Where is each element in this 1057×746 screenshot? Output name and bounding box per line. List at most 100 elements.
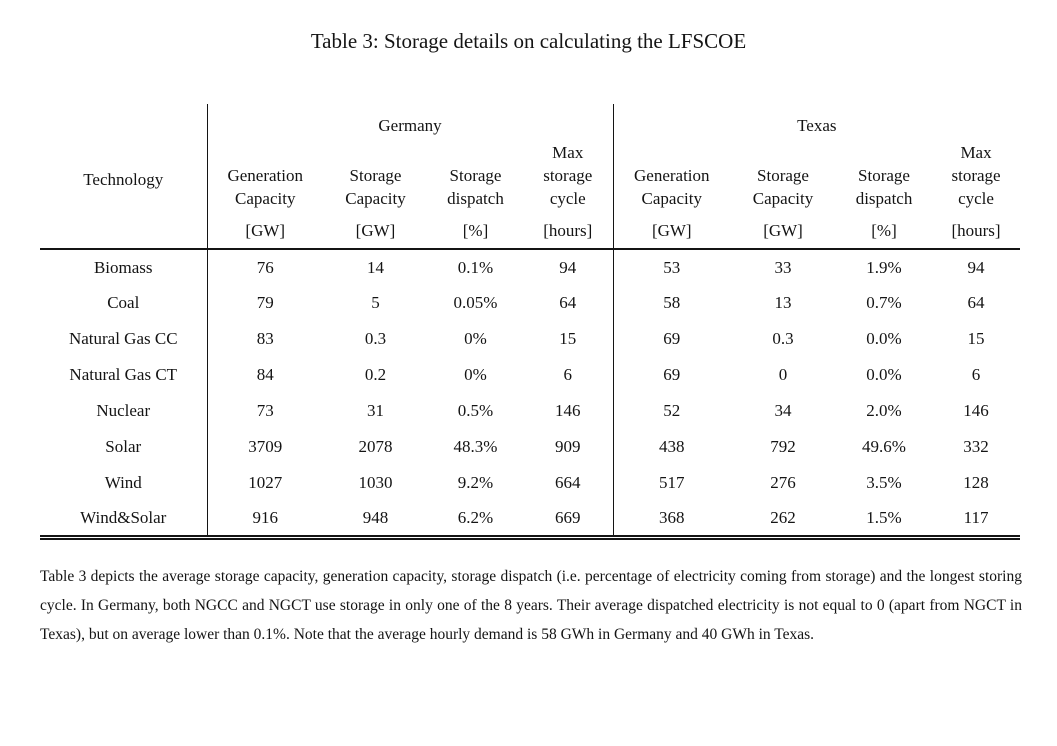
texas-storage-dispatch-cell: 0.0% [866, 329, 902, 348]
texas-max-storage-cycle-cell: 128 [963, 473, 989, 492]
texas-group-header: Texas [797, 115, 837, 135]
table-row-solar: Solar 3709 2078 48.3% 909 438 792 49.6% … [40, 429, 1020, 465]
texas-generation-capacity-cell: 58 [663, 293, 681, 312]
texas-storage-capacity-cell: 0.3 [772, 329, 794, 348]
texas-generation-capacity-cell: 69 [663, 329, 681, 348]
texas-storage-capacity-cell: 0 [778, 365, 788, 384]
germany-generation-capacity-cell: 83 [256, 329, 274, 348]
germany-max-storage-cycle-cell: 909 [523, 429, 614, 465]
germany-max-storage-cycle-cell: 146 [523, 393, 614, 429]
texas-generation-capacity-cell: 517 [659, 473, 685, 492]
germany-storage-dispatch-cell: 6.2% [428, 501, 523, 540]
germany-max-storage-cycle-cell: 15 [523, 321, 614, 357]
germany-storage-dispatch-unit: [%] [428, 213, 523, 250]
texas-storage-dispatch-cell: 0.0% [866, 365, 902, 384]
technology-cell: Biomass [40, 249, 208, 285]
germany-storage-capacity-cell: 14 [367, 257, 384, 277]
texas-max-storage-cycle-header: Max storage cycle [951, 143, 1001, 208]
texas-max-storage-cycle-cell: 64 [967, 293, 985, 312]
germany-generation-capacity-unit: [GW] [207, 213, 323, 250]
technology-cell: Coal [40, 285, 208, 321]
germany-storage-capacity-cell: 0.3 [364, 329, 387, 348]
germany-max-storage-cycle-header: Max storage cycle [523, 140, 614, 213]
texas-generation-capacity-cell: 53 [663, 257, 681, 277]
table-header: Technology Germany Texas Generation Capa… [40, 104, 1021, 250]
texas-storage-dispatch-unit: [%] [836, 213, 933, 250]
germany-storage-capacity-cell: 2078 [358, 437, 393, 456]
texas-storage-capacity-cell: 33 [774, 257, 792, 277]
technology-cell: Solar [40, 429, 208, 465]
texas-generation-capacity-unit: [GW] [613, 213, 731, 250]
germany-max-storage-cycle-cell: 6 [523, 357, 614, 393]
texas-storage-dispatch-cell: 1.5% [836, 501, 933, 540]
texas-generation-capacity-cell: 52 [663, 401, 681, 420]
germany-storage-dispatch-cell: 0.1% [457, 257, 494, 277]
table-row-natural-gas-cc: Natural Gas CC 83 0.3 0% 15 69 0.3 0.0% … [40, 321, 1020, 357]
germany-max-storage-cycle-cell: 664 [523, 465, 614, 501]
germany-storage-dispatch-cell: 9.2% [457, 473, 494, 492]
germany-generation-capacity-header: Generation Capacity [227, 166, 304, 208]
germany-storage-dispatch-cell: 0% [464, 329, 487, 348]
texas-max-storage-cycle-cell: 117 [932, 501, 1021, 540]
germany-storage-capacity-unit: [GW] [323, 213, 428, 250]
germany-storage-dispatch-header: Storage dispatch [447, 166, 504, 208]
germany-max-storage-cycle-cell: 669 [523, 501, 614, 540]
texas-storage-dispatch-cell: 2.0% [866, 401, 902, 420]
technology-cell: Natural Gas CC [40, 321, 208, 357]
germany-group-header: Germany [207, 104, 614, 140]
texas-generation-capacity-cell: 368 [613, 501, 731, 540]
germany-storage-capacity-header: Storage Capacity [345, 166, 406, 208]
table-caption: Table 3 depicts the average storage capa… [40, 567, 1022, 643]
table-row-wind-and-solar: Wind&Solar 916 948 6.2% 669 368 262 1.5%… [40, 501, 1021, 540]
germany-generation-capacity-cell: 916 [207, 501, 323, 540]
germany-max-storage-cycle-cell: 94 [523, 249, 614, 285]
column-header-row: Generation Capacity Storage Capacity Sto… [40, 140, 1020, 213]
germany-storage-dispatch-cell: 48.3% [453, 437, 498, 456]
texas-generation-capacity-cell: 69 [663, 365, 681, 384]
germany-storage-dispatch-cell: 0% [464, 365, 487, 384]
technology-column-header: Technology [40, 104, 208, 250]
germany-storage-capacity-cell: 1030 [358, 473, 393, 492]
texas-max-storage-cycle-cell: 94 [967, 257, 985, 277]
texas-storage-capacity-cell: 276 [770, 473, 796, 492]
germany-storage-dispatch-cell: 0.05% [453, 293, 498, 312]
texas-storage-capacity-header: Storage Capacity [752, 166, 814, 208]
germany-generation-capacity-cell: 3709 [248, 437, 283, 456]
texas-max-storage-cycle-cell: 146 [963, 401, 989, 420]
germany-max-storage-cycle-unit: [hours] [523, 213, 614, 250]
technology-cell: Nuclear [40, 393, 208, 429]
region-group-row: Technology Germany Texas [40, 104, 1020, 250]
texas-storage-capacity-cell: 13 [774, 293, 792, 312]
germany-generation-capacity-cell: 73 [256, 401, 274, 420]
texas-max-storage-cycle-unit: [hours] [932, 213, 1021, 250]
germany-generation-capacity-cell: 79 [256, 293, 274, 312]
germany-generation-capacity-cell: 76 [256, 257, 274, 277]
texas-storage-dispatch-header: Storage dispatch [855, 166, 913, 208]
germany-max-storage-cycle-cell: 64 [523, 285, 614, 321]
table-row-nuclear: Nuclear 73 31 0.5% 146 52 34 2.0% 146 [40, 393, 1020, 429]
germany-storage-capacity-cell: 31 [367, 401, 384, 420]
texas-generation-capacity-header: Generation Capacity [634, 166, 710, 208]
texas-generation-capacity-cell: 438 [659, 437, 685, 456]
unit-row: [GW] [GW] [%] [hours] [GW] [GW] [%] [hou… [40, 213, 1021, 250]
germany-generation-capacity-cell: 84 [256, 365, 274, 384]
table-row-wind: Wind 1027 1030 9.2% 664 517 276 3.5% 128 [40, 465, 1020, 501]
germany-generation-capacity-cell: 1027 [248, 473, 283, 492]
germany-storage-capacity-cell: 0.2 [364, 365, 387, 384]
table-body: Biomass 76 14 0.1% 94 53 33 1.9% 94 Coal… [40, 249, 1021, 540]
storage-details-table: Technology Germany Texas Generation Capa… [40, 104, 1021, 540]
table-row-natural-gas-ct: Natural Gas CT 84 0.2 0% 6 69 0 0.0% 6 [40, 357, 1020, 393]
texas-storage-capacity-cell: 792 [770, 437, 796, 456]
germany-storage-capacity-cell: 948 [323, 501, 428, 540]
texas-storage-dispatch-cell: 49.6% [862, 437, 906, 456]
texas-storage-dispatch-cell: 0.7% [866, 293, 902, 312]
table-title: Table 3: Storage details on calculating … [310, 29, 747, 53]
germany-storage-capacity-cell: 5 [371, 293, 380, 312]
texas-max-storage-cycle-cell: 6 [971, 365, 981, 384]
texas-storage-dispatch-cell: 3.5% [866, 473, 902, 492]
texas-max-storage-cycle-cell: 332 [963, 437, 989, 456]
table-row-biomass: Biomass 76 14 0.1% 94 53 33 1.9% 94 [40, 249, 1020, 285]
technology-cell: Wind [40, 465, 208, 501]
texas-storage-capacity-cell: 262 [730, 501, 837, 540]
technology-cell: Wind&Solar [40, 501, 208, 540]
